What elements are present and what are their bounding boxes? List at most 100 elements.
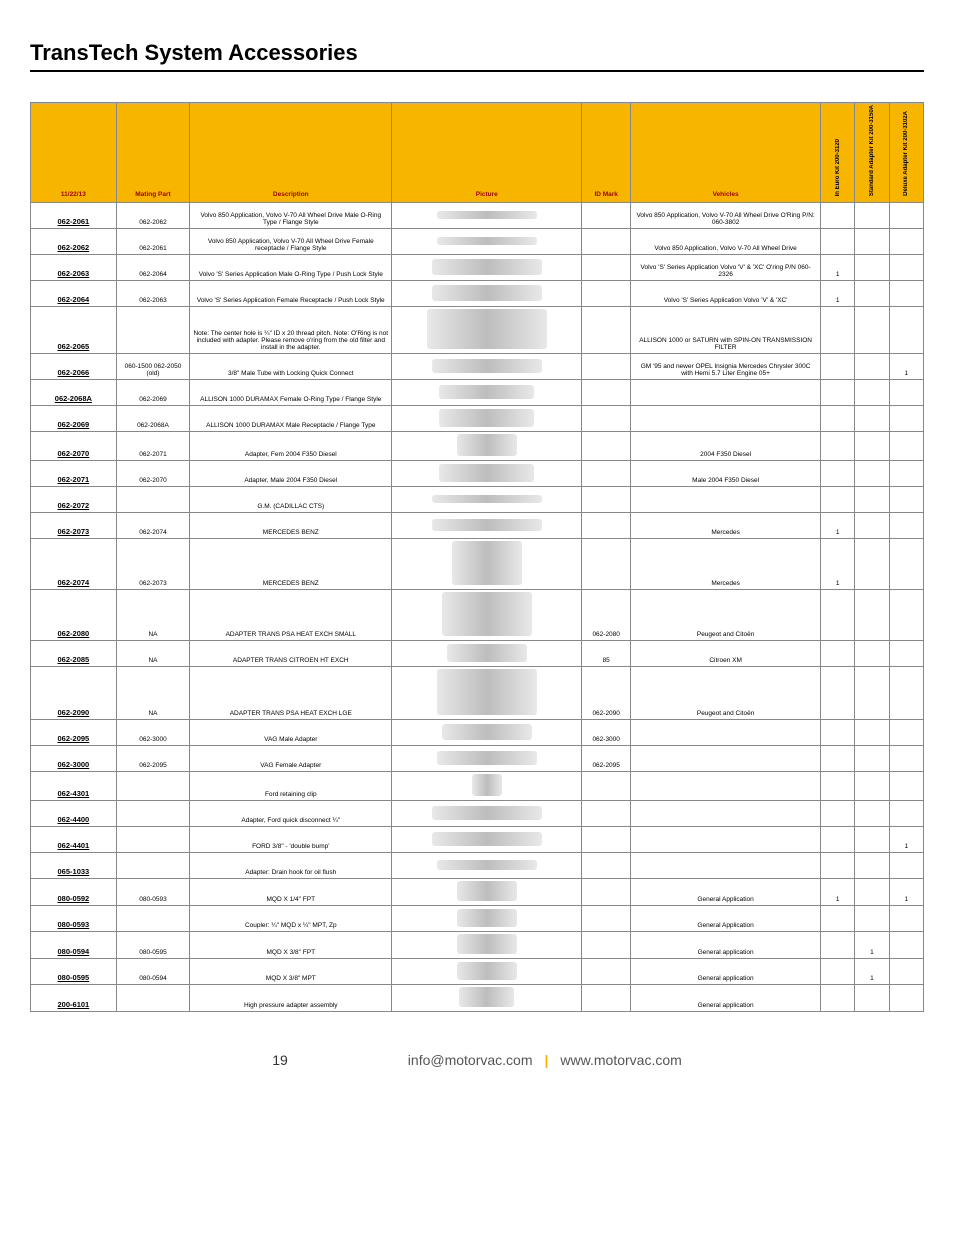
cell-mate xyxy=(116,772,189,801)
table-row: 080-0592080-0593MQD X 1/4" FPTGeneral Ap… xyxy=(31,879,924,906)
cell-mate: NA xyxy=(116,667,189,720)
product-image-placeholder xyxy=(457,881,517,901)
cell-k2 xyxy=(855,985,889,1012)
cell-k3 xyxy=(889,380,923,406)
cell-pic xyxy=(392,487,582,513)
cell-k2 xyxy=(855,307,889,354)
cell-pic xyxy=(392,281,582,307)
table-row: 062-4401FORD 3/8" - 'double bump'1 xyxy=(31,827,924,853)
cell-k2 xyxy=(855,539,889,590)
cell-k2 xyxy=(855,746,889,772)
cell-pn: 062-2065 xyxy=(31,307,117,354)
cell-veh: General Application xyxy=(631,906,821,932)
cell-k1 xyxy=(821,801,855,827)
cell-id xyxy=(582,906,631,932)
cell-pic xyxy=(392,307,582,354)
cell-veh: General Application xyxy=(631,879,821,906)
cell-k1: 1 xyxy=(821,513,855,539)
cell-pn: 080-0593 xyxy=(31,906,117,932)
cell-k1 xyxy=(821,590,855,641)
product-image-placeholder xyxy=(457,934,517,954)
cell-id xyxy=(582,307,631,354)
cell-mate: 062-2062 xyxy=(116,203,189,229)
cell-id: 85 xyxy=(582,641,631,667)
cell-veh: Volvo 'S' Series Application Volvo 'V' &… xyxy=(631,281,821,307)
cell-pic xyxy=(392,746,582,772)
cell-k1: 1 xyxy=(821,255,855,281)
product-image-placeholder xyxy=(439,385,534,399)
cell-k3 xyxy=(889,641,923,667)
cell-pn: 062-2095 xyxy=(31,720,117,746)
cell-mate: 062-2068A xyxy=(116,406,189,432)
cell-veh: Male 2004 F350 Diesel xyxy=(631,461,821,487)
cell-pn: 062-2085 xyxy=(31,641,117,667)
cell-k2 xyxy=(855,772,889,801)
cell-pn: 062-2062 xyxy=(31,229,117,255)
product-image-placeholder xyxy=(457,962,517,980)
cell-desc: Adapter, Ford quick disconnect ¼" xyxy=(190,801,392,827)
cell-pic xyxy=(392,720,582,746)
cell-veh xyxy=(631,406,821,432)
cell-id xyxy=(582,959,631,985)
cell-k3 xyxy=(889,746,923,772)
page-number: 19 xyxy=(272,1052,288,1068)
table-row: 062-2062062-2061Volvo 850 Application, V… xyxy=(31,229,924,255)
cell-k1: 1 xyxy=(821,879,855,906)
product-image-placeholder xyxy=(432,359,542,373)
cell-pn: 062-2073 xyxy=(31,513,117,539)
cell-mate xyxy=(116,487,189,513)
cell-k1 xyxy=(821,853,855,879)
table-row: 080-0593Coupler: ¼" MQD x ¼" MPT, ZpGene… xyxy=(31,906,924,932)
cell-id xyxy=(582,432,631,461)
cell-k1 xyxy=(821,203,855,229)
cell-id xyxy=(582,255,631,281)
cell-id xyxy=(582,461,631,487)
cell-mate: 080-0594 xyxy=(116,959,189,985)
cell-veh xyxy=(631,853,821,879)
cell-mate: 062-2095 xyxy=(116,746,189,772)
cell-pn: 062-4400 xyxy=(31,801,117,827)
cell-pn: 062-2072 xyxy=(31,487,117,513)
cell-k1 xyxy=(821,380,855,406)
cell-k1 xyxy=(821,487,855,513)
col-header-k3: Deluxe Adapter Kit 200-3102A xyxy=(889,103,923,203)
cell-pn: 062-2070 xyxy=(31,432,117,461)
table-row: 062-2085NAADAPTER TRANS CITROEN HT EXCH8… xyxy=(31,641,924,667)
cell-desc: MQD X 3/8" MPT xyxy=(190,959,392,985)
cell-desc: ALLISON 1000 DURAMAX Male Receptacle / F… xyxy=(190,406,392,432)
cell-k2: 1 xyxy=(855,932,889,959)
cell-id: 062-2080 xyxy=(582,590,631,641)
col-header-mate: Mating Part xyxy=(116,103,189,203)
cell-desc: High pressure adapter assembly xyxy=(190,985,392,1012)
cell-pic xyxy=(392,406,582,432)
cell-k3 xyxy=(889,801,923,827)
cell-desc: Adapter: Drain hook for oil flush xyxy=(190,853,392,879)
cell-veh: Peugeot and Citoën xyxy=(631,667,821,720)
cell-veh xyxy=(631,487,821,513)
table-row: 080-0595080-0594MQD X 3/8" MPTGeneral ap… xyxy=(31,959,924,985)
cell-k2 xyxy=(855,801,889,827)
product-image-placeholder xyxy=(432,832,542,846)
cell-k2 xyxy=(855,667,889,720)
cell-k3 xyxy=(889,461,923,487)
cell-id xyxy=(582,827,631,853)
cell-pn: 062-3000 xyxy=(31,746,117,772)
cell-pic xyxy=(392,229,582,255)
cell-pic xyxy=(392,255,582,281)
cell-k2 xyxy=(855,255,889,281)
cell-veh: Mercedes xyxy=(631,513,821,539)
cell-k3 xyxy=(889,932,923,959)
cell-veh: GM '95 and newer OPEL Insignia Mercedes … xyxy=(631,354,821,380)
cell-k1: 1 xyxy=(821,281,855,307)
cell-k1 xyxy=(821,641,855,667)
cell-pn: 062-2090 xyxy=(31,667,117,720)
cell-id xyxy=(582,380,631,406)
cell-mate: 062-2063 xyxy=(116,281,189,307)
footer-email: info@motorvac.com xyxy=(408,1052,533,1068)
cell-pn: 062-2068A xyxy=(31,380,117,406)
cell-k3 xyxy=(889,307,923,354)
cell-pic xyxy=(392,667,582,720)
cell-desc: MQD X 3/8" FPT xyxy=(190,932,392,959)
cell-pn: 062-2063 xyxy=(31,255,117,281)
table-row: 062-2090NAADAPTER TRANS PSA HEAT EXCH LG… xyxy=(31,667,924,720)
